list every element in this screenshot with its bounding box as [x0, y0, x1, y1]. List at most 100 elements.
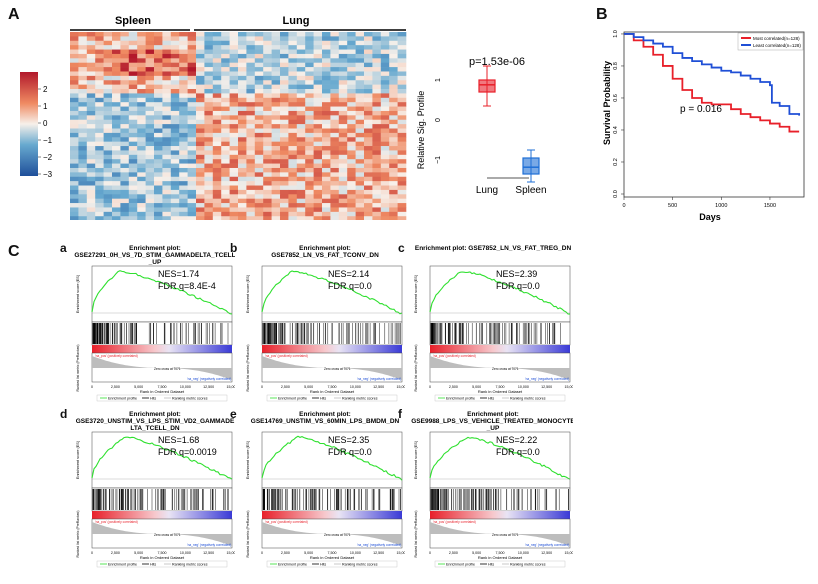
heatmap-cell: [120, 216, 130, 220]
heatmap-cell: [229, 146, 239, 151]
heatmap-cell: [322, 163, 331, 169]
heatmap-cell: [212, 216, 222, 220]
heatmap-cell: [330, 141, 340, 147]
heatmap-cell: [322, 84, 331, 90]
heatmap-cell: [364, 32, 373, 37]
heatmap-cell: [95, 75, 104, 81]
heatmap-cell: [112, 110, 121, 116]
heatmap-cell: [338, 216, 348, 220]
heatmap-cell: [330, 198, 340, 204]
heatmap-cell: [221, 146, 230, 151]
heatmap-cell: [263, 84, 272, 90]
heatmap-cell: [86, 84, 96, 90]
heatmap-cell: [254, 163, 264, 169]
heatmap-cell: [162, 49, 172, 55]
heatmap-cell: [103, 172, 113, 178]
gsea-nes: NES=2.39: [496, 269, 537, 279]
heatmap-cell: [86, 75, 96, 81]
heatmap-cell: [154, 58, 163, 64]
heatmap-cell: [86, 58, 96, 64]
heatmap-cell: [372, 75, 382, 81]
gsea-xtick: 12,500: [373, 551, 384, 555]
heatmap-cell: [263, 119, 272, 125]
heatmap-cell: [355, 216, 365, 220]
heatmap-cell: [162, 189, 172, 195]
heatmap-cell: [196, 211, 205, 217]
heatmap-cell: [288, 194, 298, 199]
heatmap-cell: [187, 84, 197, 90]
heatmap-cell: [296, 207, 306, 213]
heatmap-cell: [238, 150, 247, 156]
heatmap-cell: [221, 141, 230, 147]
group-label-lung: Lung: [283, 15, 310, 27]
heatmap-cell: [263, 124, 272, 129]
heatmap-cell: [179, 119, 188, 125]
heatmap-cell: [86, 71, 96, 77]
heatmap-cell: [254, 62, 264, 68]
heatmap-cell: [288, 67, 298, 72]
gsea-hits: [430, 323, 561, 344]
heatmap-cell: [397, 194, 407, 199]
heatmap-cell: [86, 102, 96, 107]
heatmap-cell: [280, 211, 289, 217]
heatmap-cell: [103, 58, 113, 64]
heatmap-cell: [271, 40, 281, 46]
gsea-legend-profile: Enrichment profile: [108, 397, 137, 401]
heatmap-cell: [288, 141, 298, 147]
heatmap-cell: [296, 203, 306, 208]
gsea-xaxis-label: Rank in Ordered Dataset: [140, 389, 185, 394]
gsea-xtick: 7,500: [328, 551, 337, 555]
heatmap-cell: [380, 110, 390, 116]
heatmap-cell: [254, 203, 264, 208]
heatmap-cell: [271, 75, 281, 81]
heatmap-cell: [204, 137, 214, 142]
heatmap-cell: [389, 84, 398, 90]
heatmap-cell: [229, 58, 239, 64]
heatmap-cell: [313, 167, 323, 173]
heatmap-cell: [95, 67, 104, 72]
heatmap-cell: [196, 110, 205, 116]
heatmap-cell: [78, 137, 88, 142]
legend-box: [737, 32, 804, 51]
heatmap-cell: [95, 110, 104, 116]
heatmap-cell: [389, 58, 398, 64]
heatmap-cell: [347, 45, 356, 50]
heatmap-cell: [380, 32, 390, 37]
heatmap-cell: [128, 207, 138, 213]
heatmap-cell: [263, 58, 272, 64]
heatmap-cell: [372, 141, 382, 147]
heatmap-cell: [238, 71, 247, 77]
heatmap-cell: [271, 211, 281, 217]
group-label-spleen: Spleen: [115, 15, 151, 27]
heatmap-cell: [246, 203, 256, 208]
heatmap-cell: [280, 67, 289, 72]
heatmap-cell: [364, 62, 373, 68]
heatmap-cell: [179, 36, 188, 42]
heatmap-cell: [70, 163, 79, 169]
heatmap-cell: [112, 146, 121, 151]
heatmap-cell: [179, 211, 188, 217]
heatmap-cell: [338, 141, 348, 147]
heatmap-colorbar: 210−1−2−3: [20, 72, 53, 178]
heatmap-cell: [271, 167, 281, 173]
heatmap-cell: [86, 119, 96, 125]
heatmap-cell: [162, 84, 172, 90]
heatmap-cell: [170, 119, 180, 125]
heatmap-cell: [305, 198, 314, 204]
heatmap-cell: [229, 97, 239, 103]
heatmap-cell: [338, 124, 348, 129]
heatmap-cell: [212, 150, 222, 156]
heatmap-cell: [187, 97, 197, 103]
heatmap-cell: [305, 211, 314, 217]
heatmap-cell: [238, 146, 247, 151]
heatmap-cell: [372, 32, 382, 37]
heatmap-cell: [78, 62, 88, 68]
heatmap-cell: [372, 84, 382, 90]
heatmap-cell: [212, 211, 222, 217]
heatmap-cell: [221, 172, 230, 178]
gsea-xtick: 5,000: [472, 385, 481, 389]
heatmap-cell: [380, 172, 390, 178]
heatmap-cell: [154, 159, 163, 164]
heatmap-cell: [322, 159, 331, 164]
heatmap-cell: [103, 137, 113, 142]
